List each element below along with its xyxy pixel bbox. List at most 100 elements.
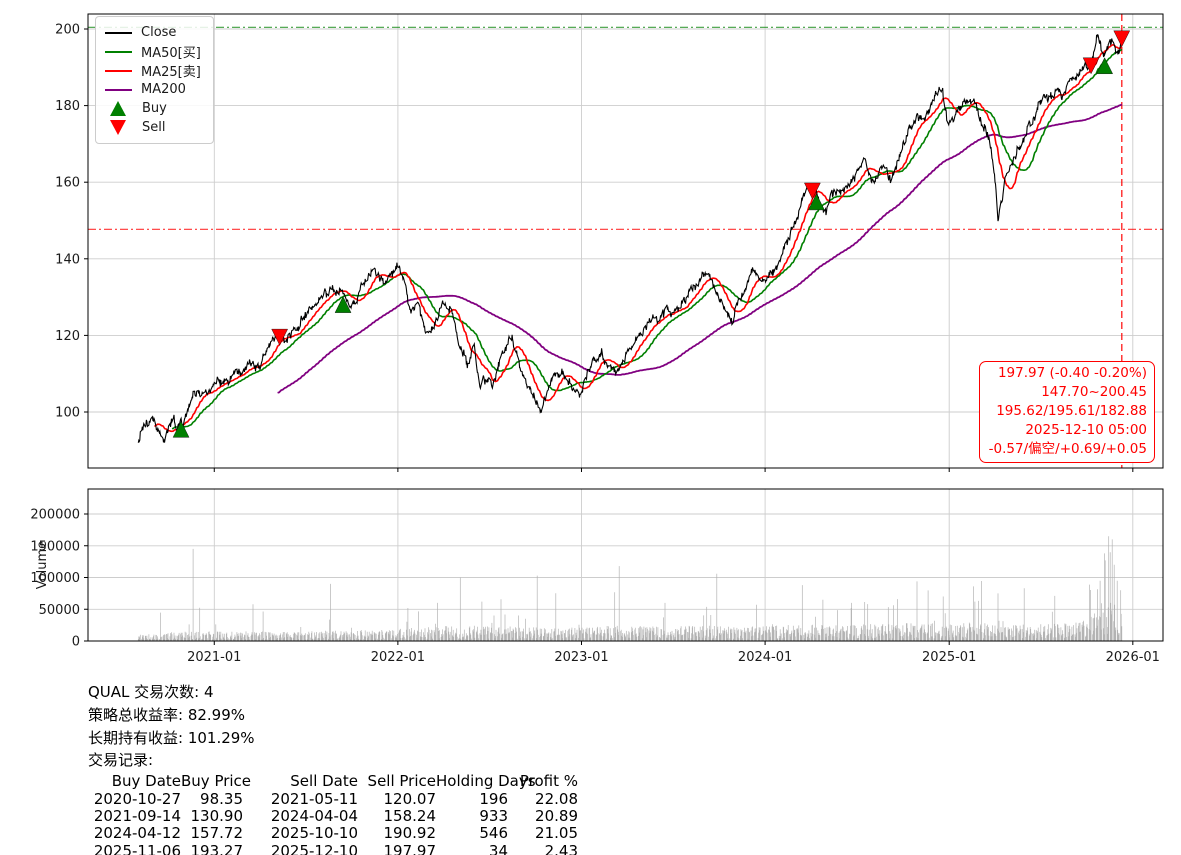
column-header: Buy Date bbox=[111, 772, 181, 791]
sell-marker bbox=[1082, 57, 1100, 75]
ma200-line bbox=[277, 103, 1123, 394]
trade-row: 2020-10-27 98.35 2021-05-11 120.07 196 22.08 bbox=[77, 789, 578, 808]
legend-label: Buy bbox=[142, 101, 167, 116]
date-tick-label: 2023-01 bbox=[554, 650, 608, 665]
trade-cell: 22.08 bbox=[535, 789, 578, 808]
ma50-line bbox=[171, 48, 1123, 430]
strategy-stats: QUAL 交易次数: 4 策略总收益率: 82.99% 长期持有收益: 101.… bbox=[88, 681, 589, 855]
trade-row: 2024-04-12 157.72 2025-10-10 190.92 546 21.05 bbox=[77, 824, 578, 843]
trade-cell: 21.05 bbox=[535, 824, 578, 843]
trade-cell: 2025-12-10 bbox=[270, 841, 358, 855]
sell-marker bbox=[804, 182, 821, 200]
legend: Close MA50[买] MA25[卖] MA200 Buy Sell bbox=[95, 16, 214, 144]
trade-cell: 130.90 bbox=[190, 807, 244, 825]
gridlines bbox=[88, 14, 1163, 641]
legend-label: MA50[买] bbox=[141, 46, 201, 61]
trade-cell: 2021-09-14 bbox=[93, 807, 181, 825]
annotation-price-change: 197.97 (-0.40 -0.20%) bbox=[997, 365, 1147, 381]
trade-cell: 546 bbox=[479, 824, 508, 843]
buy-marker bbox=[808, 193, 825, 211]
close-line bbox=[137, 33, 1123, 443]
trade-log-title: 交易记录: bbox=[88, 751, 154, 770]
trade-count: QUAL 交易次数: 4 bbox=[88, 683, 214, 701]
buy-hold-return: 长期持有收益: 101.29% bbox=[88, 728, 255, 747]
trade-cell: 193.27 bbox=[190, 841, 244, 855]
trade-cell: 34 bbox=[488, 841, 508, 855]
legend-item-ma25: MA25[卖] bbox=[105, 61, 201, 80]
column-header: Profit % bbox=[519, 772, 578, 791]
annotation-datetime: 2025-12-10 05:00 bbox=[1025, 422, 1147, 438]
price-tick-label: 160 bbox=[55, 176, 80, 191]
trade-cell: 2020-10-27 bbox=[93, 789, 181, 808]
trade-cell: 2025-10-10 bbox=[270, 824, 358, 843]
date-tick-label: 2024-01 bbox=[738, 650, 792, 665]
annotation-indicators: -0.57/偏空/+0.69/+0.05 bbox=[988, 441, 1147, 457]
tick-marks bbox=[84, 28, 1134, 645]
price-tick-label: 140 bbox=[55, 252, 80, 267]
legend-item-ma50: MA50[买] bbox=[105, 42, 201, 61]
legend-label: MA25[卖] bbox=[141, 65, 201, 80]
date-tick-label: 2025-01 bbox=[922, 650, 976, 665]
volume-axis-label: Volume bbox=[35, 541, 50, 589]
trade-cell: 933 bbox=[479, 807, 508, 825]
legend-item-sell: Sell bbox=[105, 118, 201, 137]
price-tick-label: 200 bbox=[55, 23, 80, 38]
column-header: Sell Price bbox=[367, 772, 436, 791]
ma25-line bbox=[154, 44, 1123, 433]
legend-item-ma200: MA200 bbox=[105, 80, 201, 99]
volume-tick-label: 50000 bbox=[39, 603, 80, 618]
column-header: Holding Days bbox=[436, 772, 536, 791]
last-bar-annotation: 197.97 (-0.40 -0.20%) 147.70~200.45 195.… bbox=[978, 361, 1155, 463]
trade-cell: 158.24 bbox=[383, 807, 437, 825]
price-tick-label: 180 bbox=[55, 99, 80, 114]
volume-bars bbox=[137, 536, 1123, 641]
column-header: Buy Price bbox=[181, 772, 252, 791]
buy-marker bbox=[172, 420, 190, 438]
trade-cell: 2.43 bbox=[544, 841, 578, 855]
buy-marker bbox=[334, 296, 352, 313]
trade-cell: 2025-11-06 bbox=[93, 841, 181, 855]
date-tick-label: 2022-01 bbox=[371, 650, 425, 665]
trade-cell: 2024-04-12 bbox=[93, 824, 181, 843]
line-swatch-icon bbox=[105, 31, 132, 34]
trade-cell: 98.35 bbox=[200, 789, 243, 808]
line-swatch-icon bbox=[105, 88, 132, 91]
trade-cell: 190.92 bbox=[383, 824, 437, 843]
trade-cell: 2021-05-11 bbox=[270, 789, 358, 808]
strategy-return: 策略总收益率: 82.99% bbox=[88, 705, 246, 724]
trade-cell: 157.72 bbox=[190, 824, 244, 843]
legend-label: Sell bbox=[142, 120, 166, 135]
date-tick-label: 2021-01 bbox=[187, 650, 241, 665]
line-swatch-icon bbox=[105, 50, 132, 53]
trade-cell: 20.89 bbox=[535, 807, 578, 825]
annotation-range: 147.70~200.45 bbox=[1041, 384, 1147, 400]
trade-cell: 197.97 bbox=[383, 841, 437, 855]
price-tick-label: 100 bbox=[55, 406, 80, 421]
legend-item-buy: Buy bbox=[105, 99, 201, 118]
volume-axes-box bbox=[87, 488, 1164, 642]
trade-table: Buy Date Buy Price Sell Date Sell Price Hold… bbox=[77, 772, 578, 855]
trade-cell: 196 bbox=[479, 789, 508, 808]
legend-label: MA200 bbox=[141, 82, 186, 97]
trade-row: 2025-11-06 193.27 2025-12-10 197.97 34 2.43 bbox=[77, 841, 578, 855]
sell-marker bbox=[271, 328, 288, 346]
column-header: Sell Date bbox=[290, 772, 358, 791]
sell-marker bbox=[1113, 30, 1131, 48]
annotation-ma-values: 195.62/195.61/182.88 bbox=[996, 403, 1147, 419]
volume-tick-label: 200000 bbox=[30, 508, 80, 523]
legend-label: Close bbox=[141, 25, 177, 40]
price-tick-label: 120 bbox=[55, 329, 80, 344]
legend-item-close: Close bbox=[105, 23, 201, 42]
volume-tick-label: 150000 bbox=[30, 539, 80, 554]
triangle-down-icon bbox=[110, 120, 126, 135]
triangle-up-icon bbox=[110, 101, 126, 116]
trade-cell: 120.07 bbox=[383, 789, 437, 808]
volume-tick-label: 100000 bbox=[30, 571, 80, 586]
buy-marker bbox=[1096, 57, 1113, 74]
date-tick-label: 2026-01 bbox=[1106, 650, 1160, 665]
trade-cell: 2024-04-04 bbox=[270, 807, 358, 825]
trade-row: 2021-09-14 130.90 2024-04-04 158.24 933 20.89 bbox=[77, 807, 578, 825]
trade-table-header: Buy Date Buy Price Sell Date Sell Price Hold… bbox=[77, 772, 578, 791]
price-axes-box bbox=[87, 13, 1164, 469]
